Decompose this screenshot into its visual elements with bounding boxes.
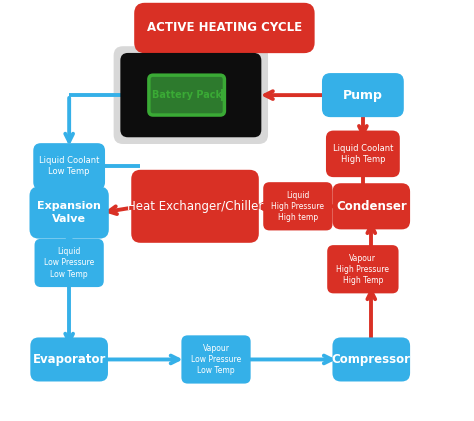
FancyBboxPatch shape [182,336,251,384]
FancyBboxPatch shape [134,3,315,53]
Bar [220,89,226,101]
Text: Liquid Coolant
High Temp: Liquid Coolant High Temp [333,144,393,164]
Text: Vapour
High Pressure
High Temp: Vapour High Pressure High Temp [337,253,389,285]
FancyBboxPatch shape [332,183,410,229]
Text: Battery Pack: Battery Pack [152,90,222,100]
Text: Condenser: Condenser [336,200,407,213]
Text: Evaporator: Evaporator [32,353,106,366]
FancyBboxPatch shape [29,187,109,239]
FancyBboxPatch shape [326,131,400,177]
Text: Pump: Pump [343,88,383,101]
FancyBboxPatch shape [322,73,404,117]
Text: Liquid Coolant
Low Temp: Liquid Coolant Low Temp [39,156,100,176]
FancyBboxPatch shape [332,338,410,381]
FancyBboxPatch shape [131,170,259,243]
FancyBboxPatch shape [114,46,268,144]
Text: Heat Exchanger/Chiller: Heat Exchanger/Chiller [127,200,263,213]
Text: Expansion
Valve: Expansion Valve [37,201,101,224]
FancyBboxPatch shape [33,143,105,190]
FancyBboxPatch shape [30,338,108,381]
Text: ACTIVE HEATING CYCLE: ACTIVE HEATING CYCLE [147,21,302,35]
Text: Liquid
High Pressure
High temp: Liquid High Pressure High temp [271,191,324,222]
Text: Compressor: Compressor [332,353,411,366]
FancyBboxPatch shape [263,182,332,230]
FancyBboxPatch shape [149,75,224,115]
Text: Liquid
Low Pressure
Low Temp: Liquid Low Pressure Low Temp [44,248,94,279]
FancyBboxPatch shape [35,239,104,287]
Text: Vapour
Low Pressure
Low Temp: Vapour Low Pressure Low Temp [191,344,241,375]
FancyBboxPatch shape [327,245,399,293]
FancyBboxPatch shape [120,53,261,137]
